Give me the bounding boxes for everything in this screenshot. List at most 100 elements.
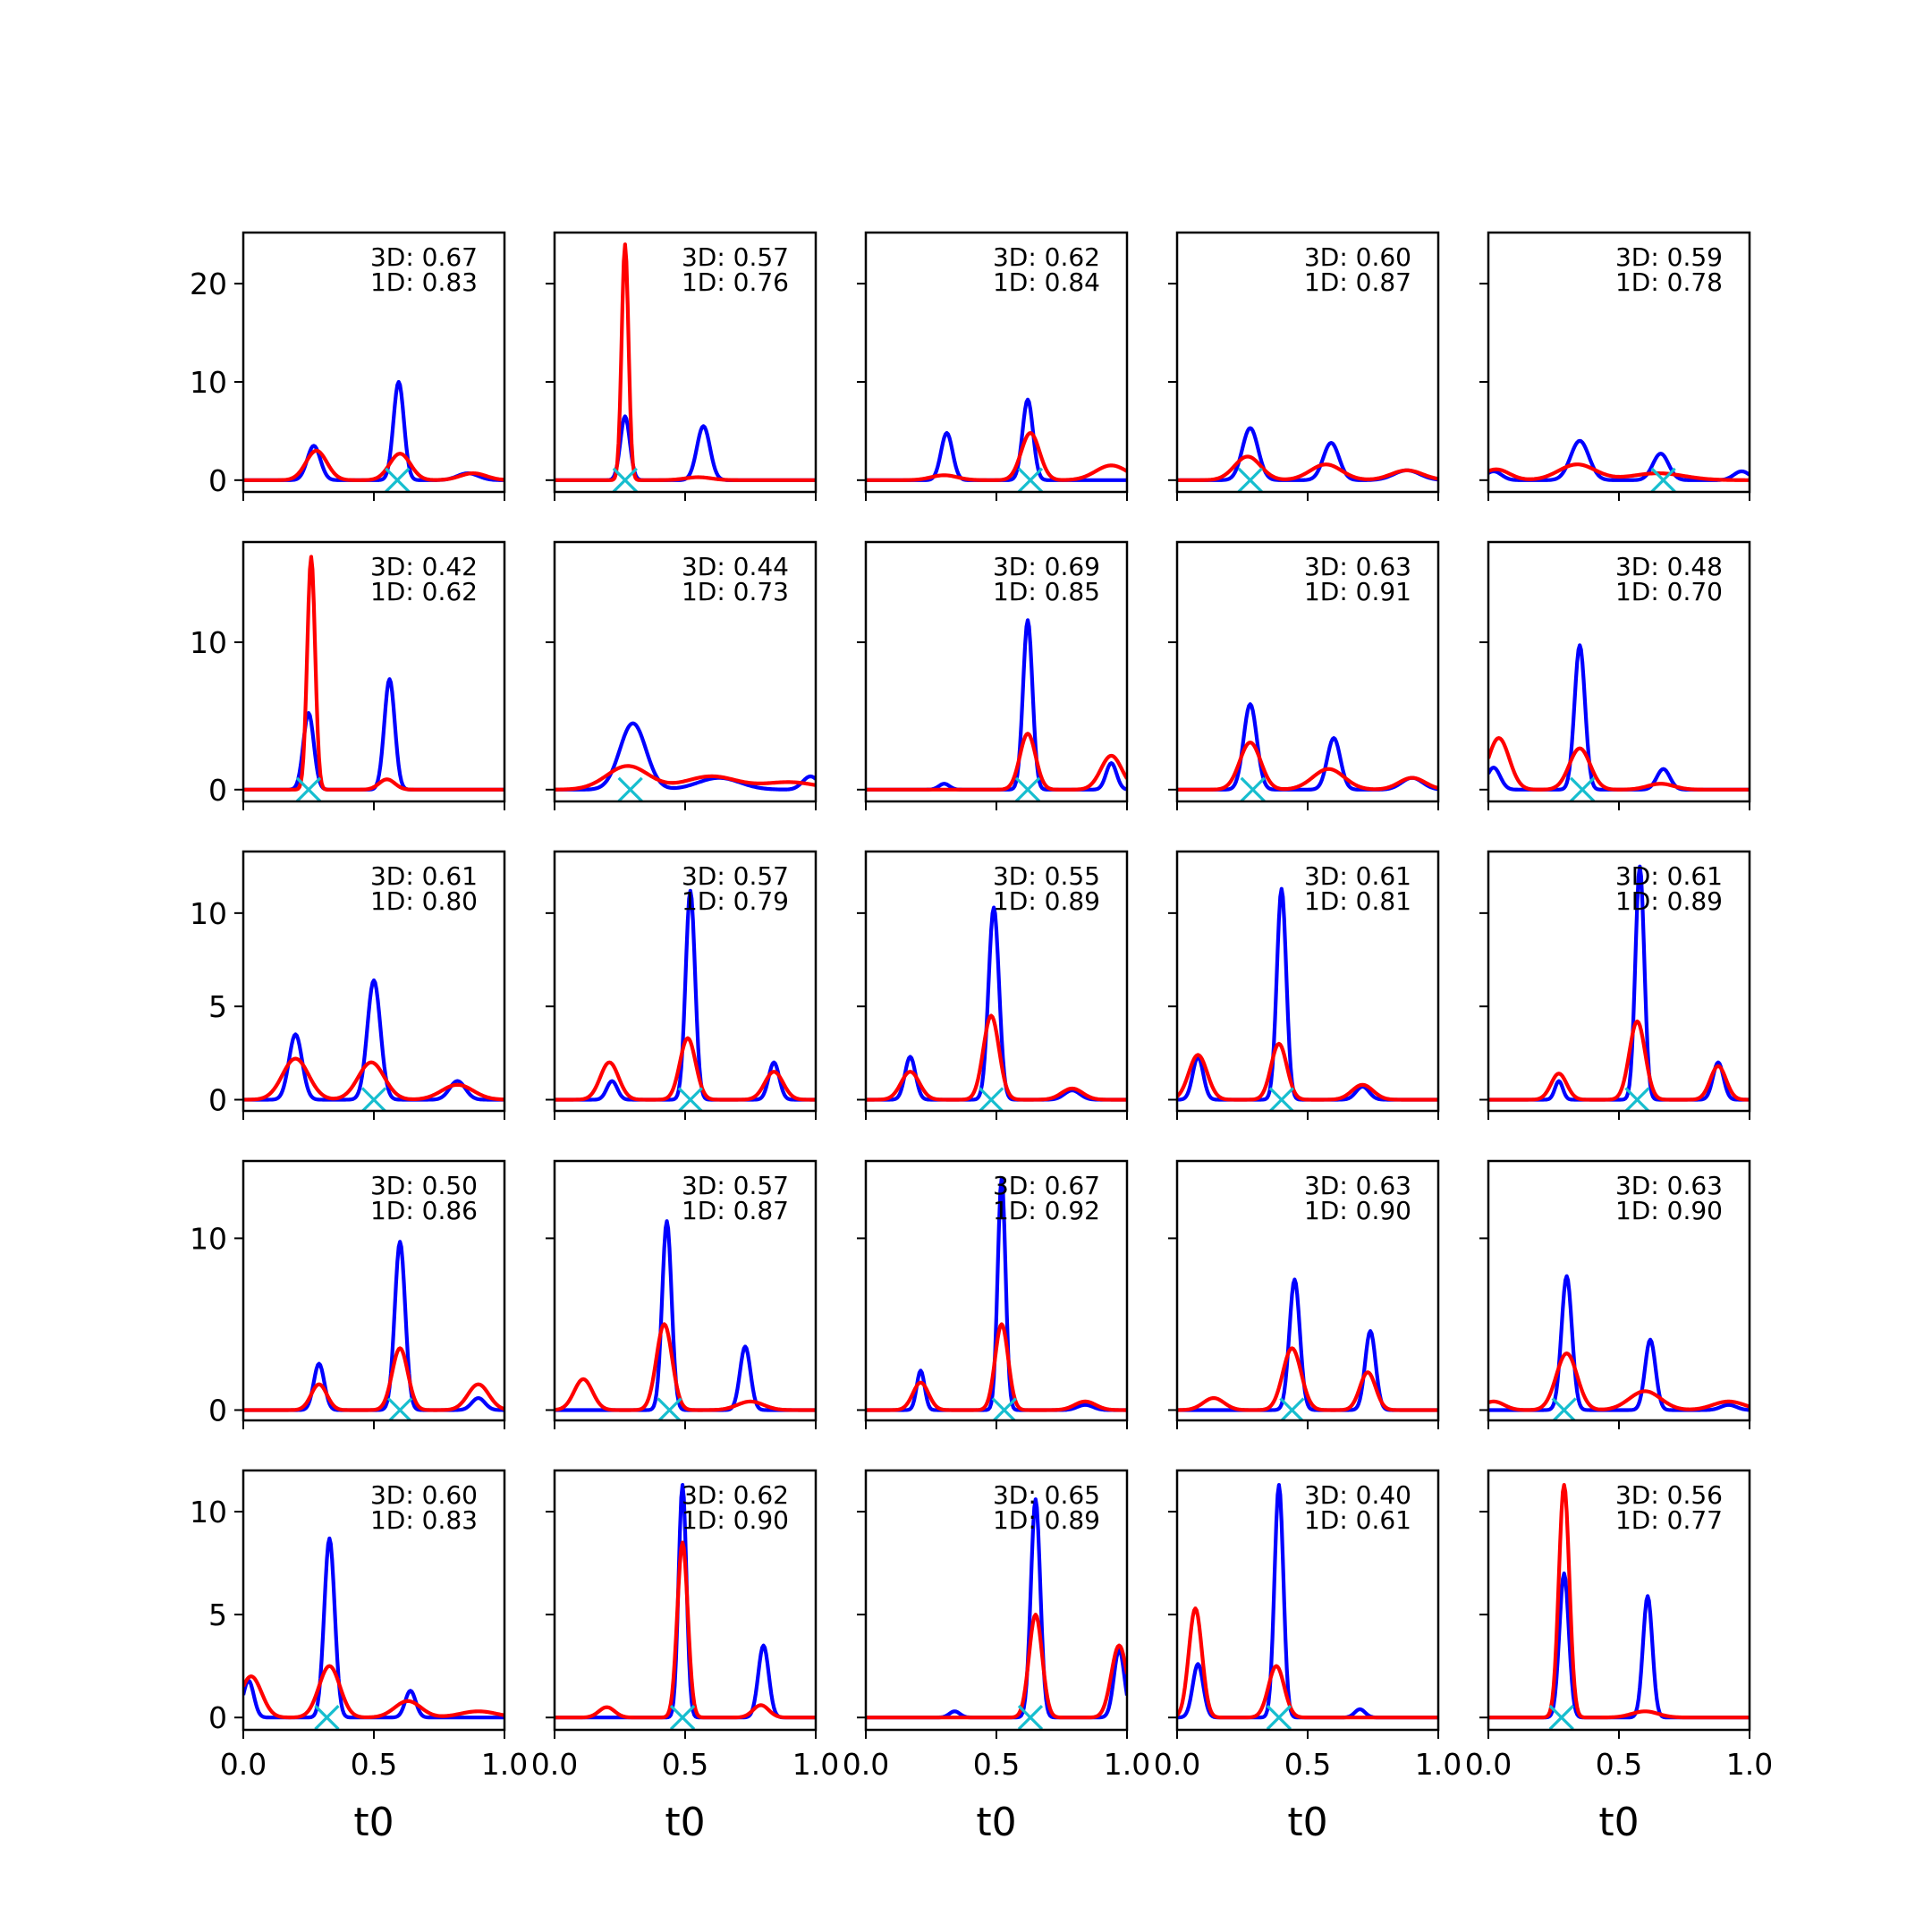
- plot-area: [866, 1176, 1127, 1420]
- score-1d-label: 1D: 0.77: [1615, 1505, 1723, 1535]
- red-series-line: [866, 732, 1127, 792]
- blue-series-line: [555, 888, 816, 1102]
- red-series-line: [866, 1013, 1127, 1102]
- red-series-line: [1177, 740, 1438, 792]
- x-tick-label: 0.0: [1154, 1747, 1200, 1782]
- score-1d-label: 1D: 0.70: [1615, 577, 1723, 606]
- true-t0-marker: [657, 1397, 682, 1420]
- blue-series-line: [555, 1219, 816, 1412]
- red-series-line: [243, 555, 504, 792]
- x-tick-label: 0.0: [1465, 1747, 1512, 1782]
- x-axis-label: t0: [1598, 1800, 1639, 1845]
- score-1d-label: 1D: 0.90: [1304, 1196, 1411, 1225]
- true-t0-marker: [612, 467, 638, 492]
- red-series-line: [555, 1540, 816, 1720]
- red-series-line: [1488, 1483, 1750, 1720]
- plot-area: [555, 888, 816, 1111]
- red-series-line: [243, 448, 504, 482]
- plot-area: [1488, 438, 1750, 492]
- score-1d-label: 1D: 0.84: [993, 267, 1100, 297]
- red-series-line: [866, 1613, 1127, 1720]
- score-3d-label: 3D: 0.62: [993, 242, 1100, 272]
- red-series-line: [866, 430, 1127, 482]
- true-t0-marker: [1240, 776, 1266, 801]
- true-t0-marker: [1268, 1087, 1294, 1111]
- plot-area: [1177, 426, 1438, 492]
- score-3d-label: 3D: 0.67: [370, 242, 478, 272]
- x-tick-label: 0.0: [531, 1747, 578, 1782]
- true-t0-marker: [1548, 1705, 1574, 1730]
- score-3d-label: 3D: 0.57: [682, 861, 789, 891]
- score-3d-label: 3D: 0.48: [1615, 552, 1723, 581]
- plot-area: [866, 397, 1127, 492]
- score-1d-label: 1D: 0.90: [1615, 1196, 1723, 1225]
- plot-area: [555, 1483, 816, 1730]
- score-3d-label: 3D: 0.57: [682, 242, 789, 272]
- true-t0-marker: [979, 1087, 1004, 1111]
- true-t0-marker: [1017, 1705, 1044, 1730]
- score-3d-label: 3D: 0.61: [1304, 861, 1411, 891]
- score-1d-label: 1D: 0.86: [370, 1196, 478, 1225]
- red-series-line: [1488, 1352, 1750, 1412]
- red-series-line: [866, 1322, 1127, 1412]
- score-1d-label: 1D: 0.87: [682, 1196, 789, 1225]
- true-t0-marker: [1650, 467, 1676, 492]
- score-3d-label: 3D: 0.50: [370, 1171, 478, 1200]
- score-3d-label: 3D: 0.44: [682, 552, 789, 581]
- score-3d-label: 3D: 0.63: [1615, 1171, 1723, 1200]
- score-1d-label: 1D: 0.73: [682, 577, 789, 606]
- x-axis-label: t0: [353, 1800, 394, 1845]
- y-tick-label: 20: [190, 267, 227, 301]
- y-tick-label: 0: [208, 1393, 227, 1428]
- red-series-line: [243, 1056, 504, 1102]
- true-t0-marker: [1569, 776, 1596, 801]
- true-t0-marker: [1279, 1397, 1305, 1420]
- score-3d-label: 3D: 0.63: [1304, 1171, 1411, 1200]
- plot-area: [1177, 702, 1438, 801]
- true-t0-marker: [677, 1087, 703, 1111]
- true-t0-marker: [669, 1705, 696, 1730]
- plot-area: [1177, 1483, 1438, 1730]
- true-t0-marker: [1017, 467, 1044, 492]
- plot-area: [555, 1219, 816, 1420]
- score-3d-label: 3D: 0.61: [1615, 861, 1723, 891]
- true-t0-marker: [617, 776, 643, 801]
- score-1d-label: 1D: 0.76: [682, 267, 789, 297]
- red-series-line: [1177, 454, 1438, 482]
- score-3d-label: 3D: 0.63: [1304, 552, 1411, 581]
- true-t0-marker: [1014, 776, 1041, 801]
- plot-area: [243, 1240, 504, 1420]
- red-series-line: [1177, 1606, 1438, 1720]
- true-t0-marker: [295, 776, 322, 801]
- plot-area: [243, 978, 504, 1111]
- red-series-line: [555, 1322, 816, 1412]
- score-1d-label: 1D: 0.92: [993, 1196, 1100, 1225]
- blue-series-line: [866, 1176, 1127, 1412]
- true-t0-marker: [1624, 1087, 1650, 1111]
- score-1d-label: 1D: 0.78: [1615, 267, 1723, 297]
- true-t0-marker: [387, 1397, 413, 1420]
- score-3d-label: 3D: 0.61: [370, 861, 478, 891]
- true-t0-marker: [314, 1705, 340, 1730]
- true-t0-marker: [991, 1397, 1017, 1420]
- plot-area: [1177, 1277, 1438, 1420]
- score-1d-label: 1D: 0.83: [370, 267, 478, 297]
- score-1d-label: 1D: 0.87: [1304, 267, 1411, 297]
- red-series-line: [555, 242, 816, 482]
- x-axis-label: t0: [665, 1800, 705, 1845]
- true-t0-marker: [1266, 1705, 1292, 1730]
